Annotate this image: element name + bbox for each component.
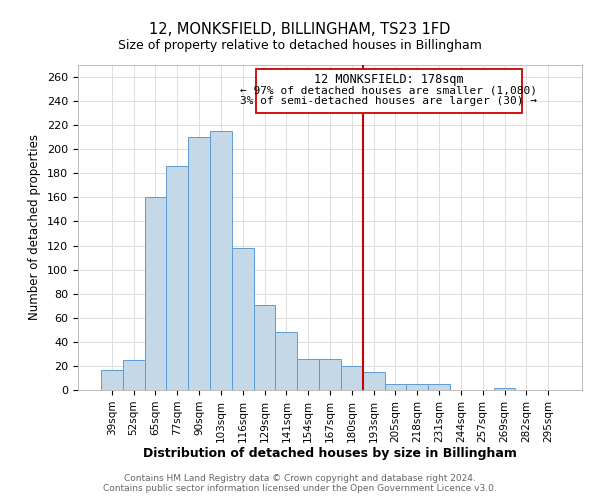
FancyBboxPatch shape bbox=[256, 68, 522, 113]
Bar bbox=[494, 388, 515, 390]
Bar bbox=[297, 358, 319, 390]
Bar bbox=[232, 248, 254, 390]
Bar bbox=[101, 370, 123, 390]
Text: 3% of semi-detached houses are larger (30) →: 3% of semi-detached houses are larger (3… bbox=[241, 96, 538, 106]
Bar bbox=[428, 384, 450, 390]
Bar bbox=[385, 384, 406, 390]
Text: ← 97% of detached houses are smaller (1,080): ← 97% of detached houses are smaller (1,… bbox=[241, 86, 538, 96]
Bar bbox=[319, 358, 341, 390]
Bar bbox=[341, 366, 363, 390]
Bar bbox=[275, 332, 297, 390]
Bar bbox=[363, 372, 385, 390]
Y-axis label: Number of detached properties: Number of detached properties bbox=[28, 134, 41, 320]
Text: 12, MONKSFIELD, BILLINGHAM, TS23 1FD: 12, MONKSFIELD, BILLINGHAM, TS23 1FD bbox=[149, 22, 451, 38]
Bar bbox=[188, 137, 210, 390]
X-axis label: Distribution of detached houses by size in Billingham: Distribution of detached houses by size … bbox=[143, 448, 517, 460]
Bar bbox=[123, 360, 145, 390]
Bar bbox=[406, 384, 428, 390]
Text: Contains public sector information licensed under the Open Government Licence v3: Contains public sector information licen… bbox=[103, 484, 497, 493]
Bar bbox=[166, 166, 188, 390]
Bar bbox=[210, 131, 232, 390]
Text: 12 MONKSFIELD: 178sqm: 12 MONKSFIELD: 178sqm bbox=[314, 74, 464, 86]
Text: Size of property relative to detached houses in Billingham: Size of property relative to detached ho… bbox=[118, 39, 482, 52]
Bar bbox=[254, 304, 275, 390]
Text: Contains HM Land Registry data © Crown copyright and database right 2024.: Contains HM Land Registry data © Crown c… bbox=[124, 474, 476, 483]
Bar bbox=[145, 198, 166, 390]
